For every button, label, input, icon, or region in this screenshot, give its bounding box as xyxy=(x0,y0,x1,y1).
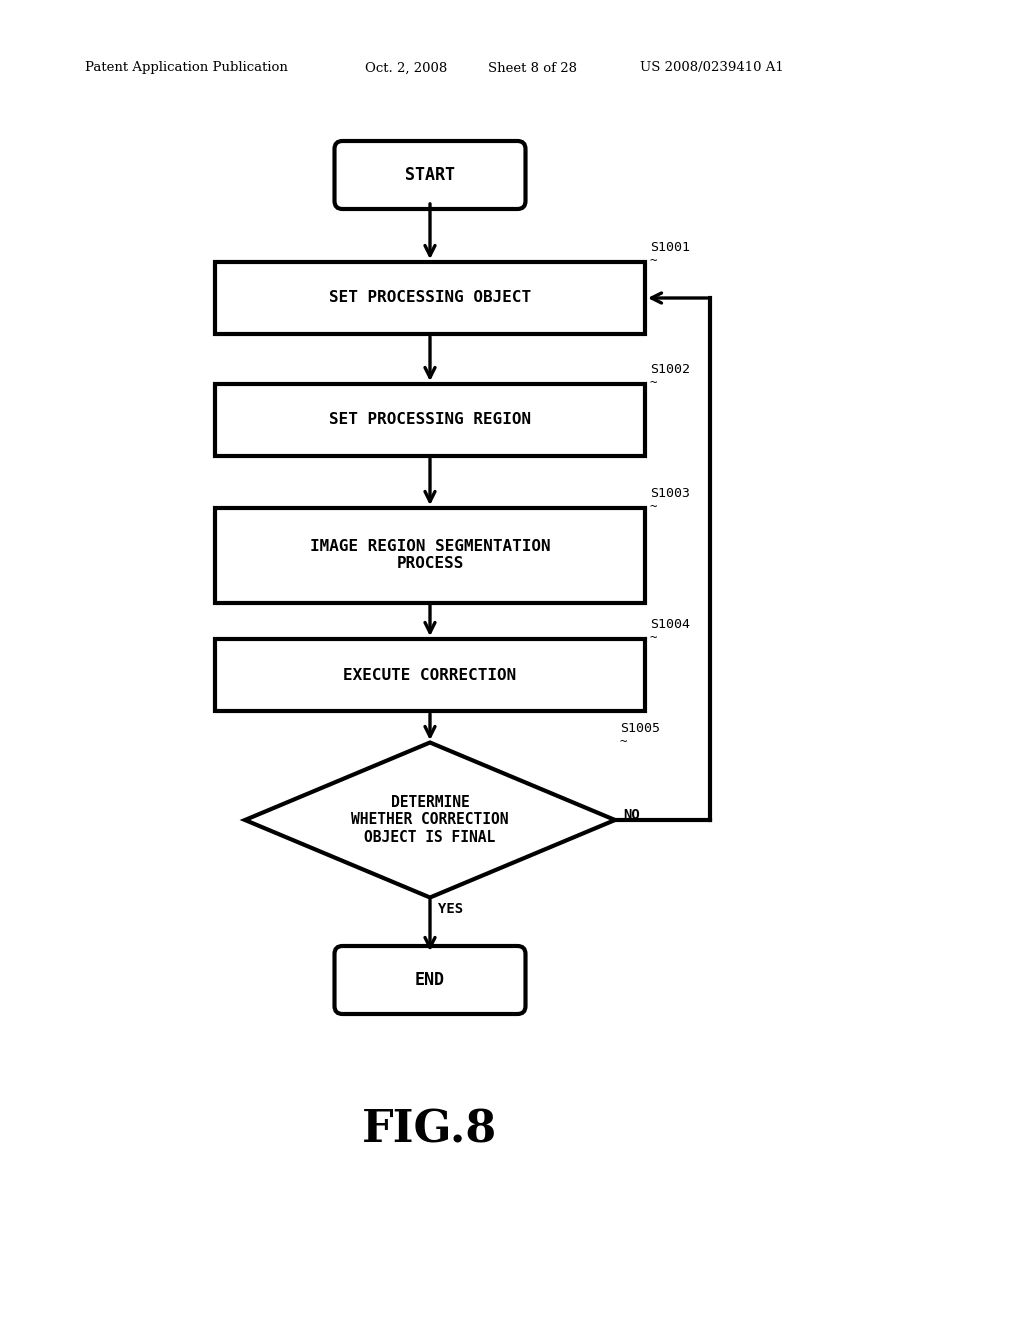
Text: Oct. 2, 2008: Oct. 2, 2008 xyxy=(365,62,447,74)
Text: S1003: S1003 xyxy=(650,487,690,500)
Text: START: START xyxy=(406,166,455,183)
Text: IMAGE REGION SEGMENTATION
PROCESS: IMAGE REGION SEGMENTATION PROCESS xyxy=(309,539,550,572)
Text: YES: YES xyxy=(438,902,463,916)
Bar xyxy=(215,261,645,334)
Text: S1005: S1005 xyxy=(620,722,660,735)
Text: Patent Application Publication: Patent Application Publication xyxy=(85,62,288,74)
FancyBboxPatch shape xyxy=(335,946,525,1014)
Text: EXECUTE CORRECTION: EXECUTE CORRECTION xyxy=(343,668,517,682)
Text: US 2008/0239410 A1: US 2008/0239410 A1 xyxy=(640,62,783,74)
Text: Sheet 8 of 28: Sheet 8 of 28 xyxy=(488,62,577,74)
Bar xyxy=(215,507,645,602)
Text: ~: ~ xyxy=(650,500,657,513)
Bar xyxy=(215,639,645,711)
Text: ~: ~ xyxy=(650,253,657,267)
Text: ~: ~ xyxy=(650,376,657,389)
Text: S1004: S1004 xyxy=(650,618,690,631)
Text: DETERMINE
WHETHER CORRECTION
OBJECT IS FINAL: DETERMINE WHETHER CORRECTION OBJECT IS F… xyxy=(351,795,509,845)
Bar xyxy=(215,384,645,455)
Text: ~: ~ xyxy=(650,631,657,644)
Text: S1001: S1001 xyxy=(650,242,690,253)
Polygon shape xyxy=(245,742,615,898)
Text: SET PROCESSING OBJECT: SET PROCESSING OBJECT xyxy=(329,290,531,305)
Text: NO: NO xyxy=(623,808,640,822)
Text: SET PROCESSING REGION: SET PROCESSING REGION xyxy=(329,412,531,428)
Text: FIG.8: FIG.8 xyxy=(362,1109,498,1151)
Text: ~: ~ xyxy=(620,735,628,748)
Text: S1002: S1002 xyxy=(650,363,690,376)
Text: END: END xyxy=(415,972,445,989)
FancyBboxPatch shape xyxy=(335,141,525,209)
